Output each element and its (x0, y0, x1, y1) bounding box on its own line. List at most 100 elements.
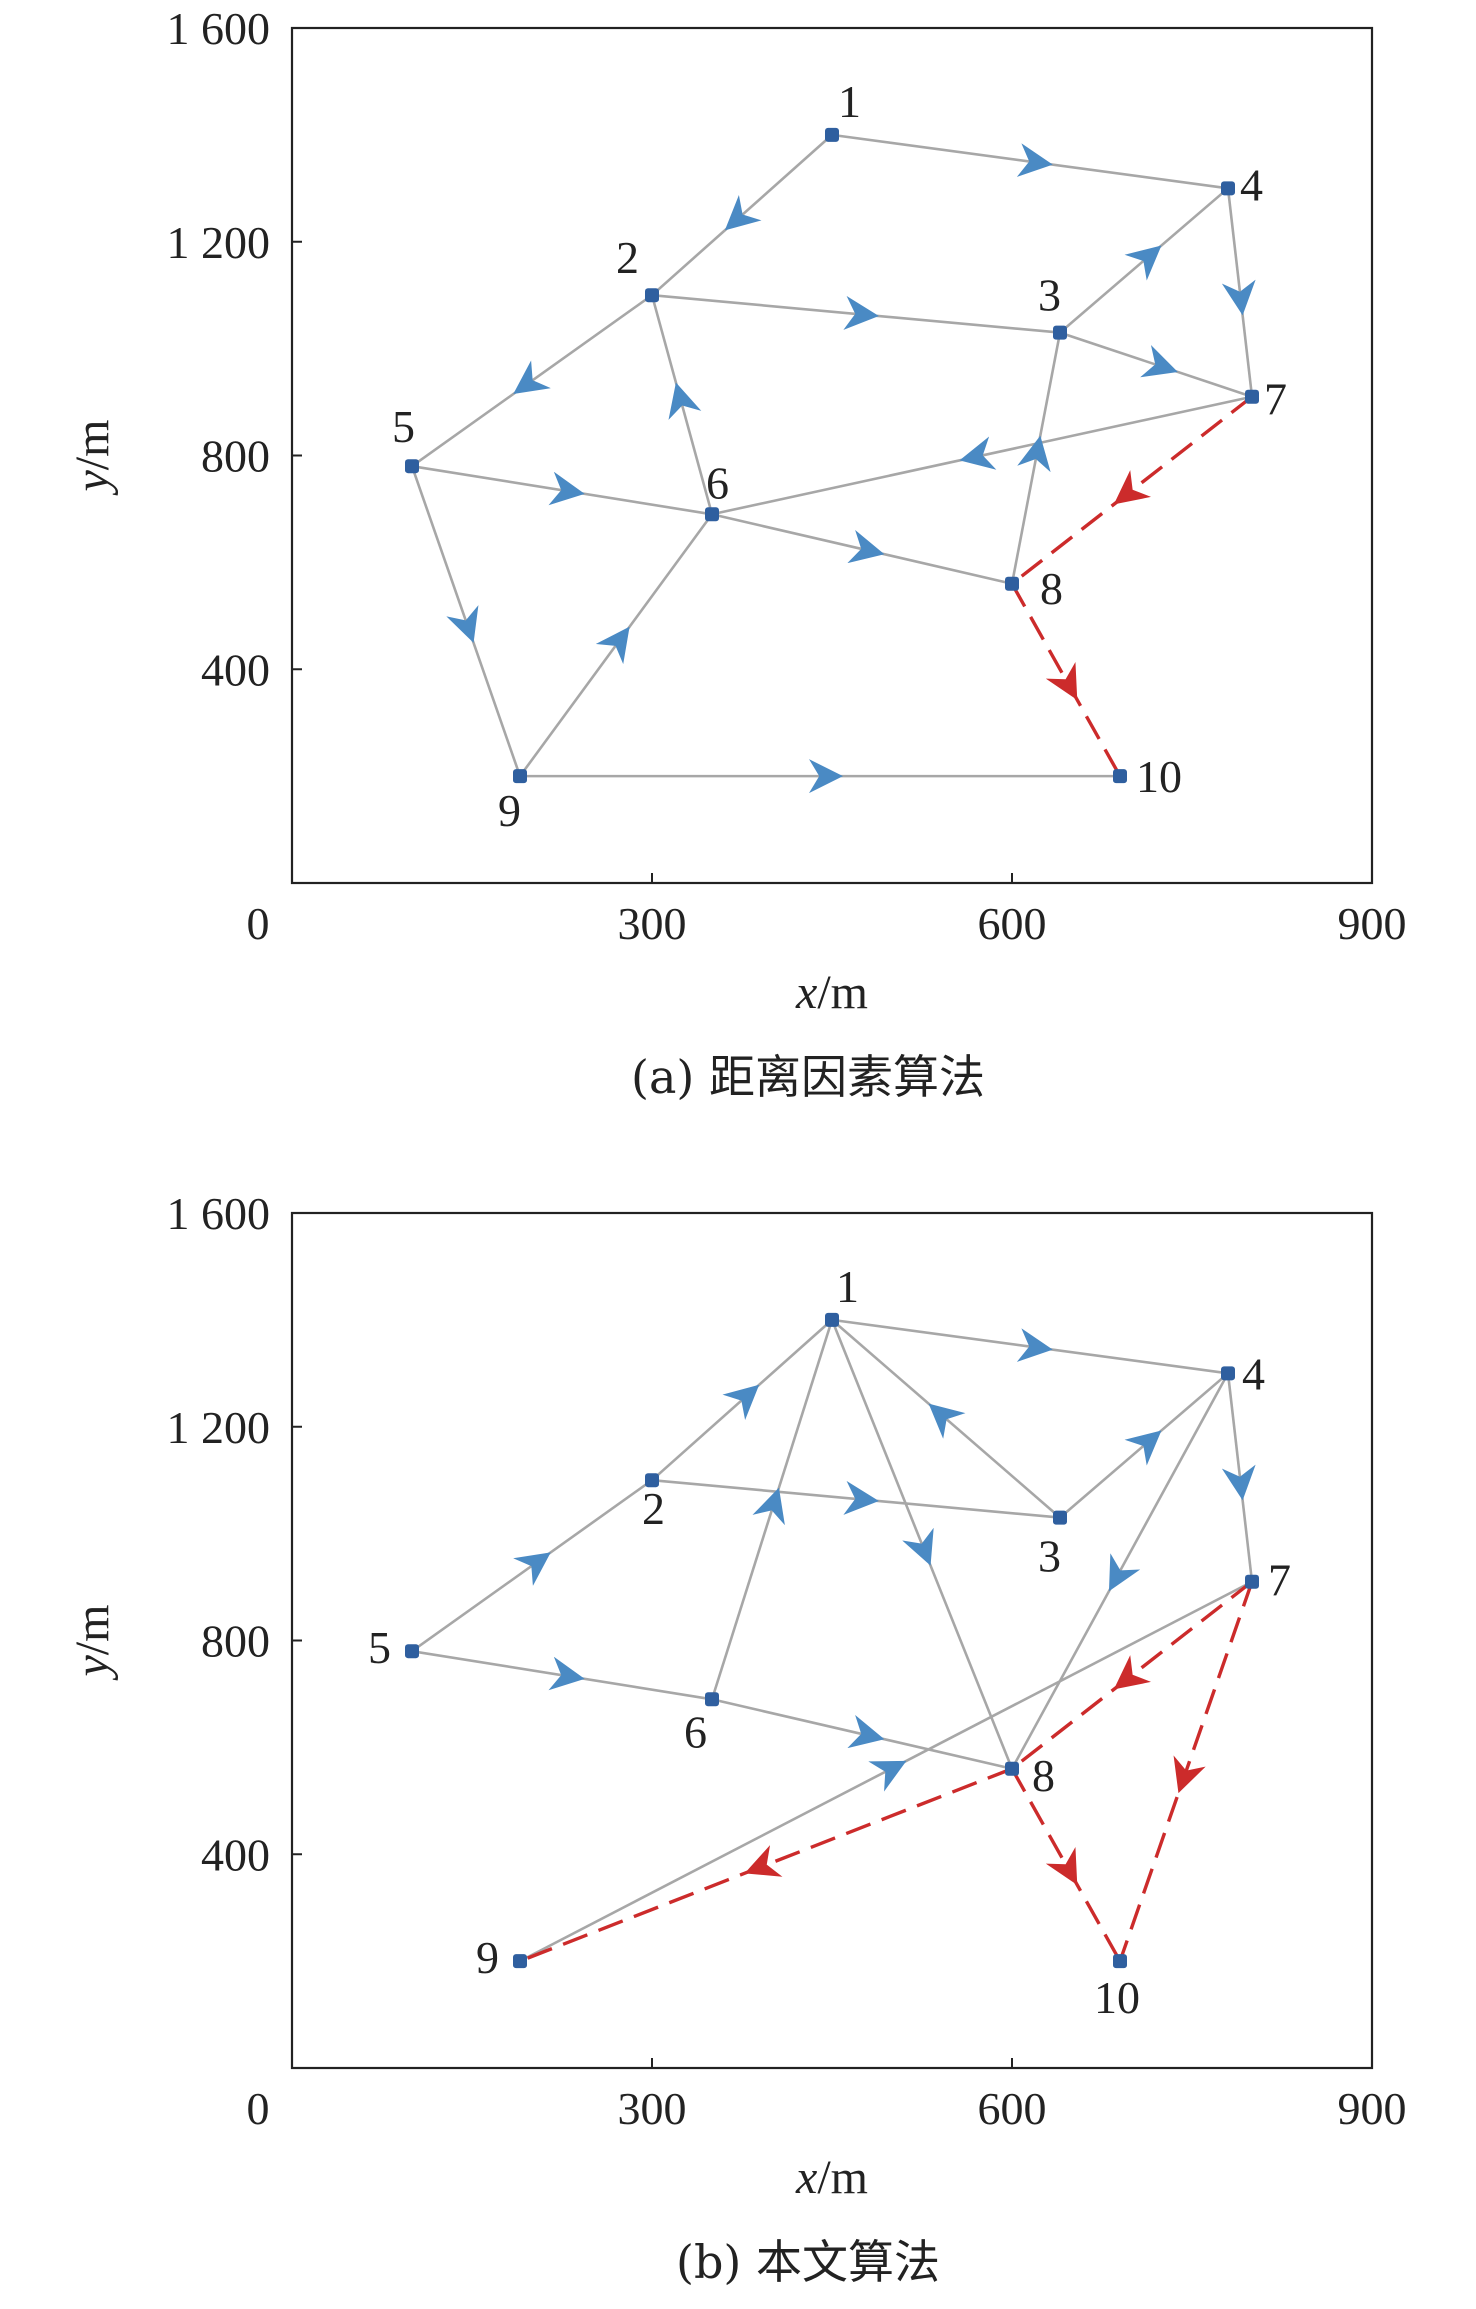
node-label-3: 3 (1038, 270, 1061, 321)
node-7 (1245, 1574, 1259, 1589)
edge-3-4 (1059, 1372, 1229, 1519)
node-8 (1005, 576, 1019, 591)
node-5 (405, 1644, 419, 1659)
node-label-9: 9 (498, 785, 521, 836)
node-label-8: 8 (1040, 563, 1063, 614)
edge-2-5 (411, 294, 653, 468)
y-tick-label: 800 (201, 431, 270, 482)
path-edge-7-8 (1010, 1580, 1254, 1771)
x-tick-label: 600 (978, 2083, 1047, 2134)
node-label-1: 1 (838, 76, 861, 127)
y-tick-label: 400 (201, 644, 270, 695)
edge-6-8 (711, 513, 1013, 586)
x-axis-unit: /m (817, 2151, 868, 2204)
edge-1-4 (831, 1318, 1229, 1375)
x-axis-label: x/m (795, 2151, 868, 2204)
x-tick-label: 0 (247, 898, 270, 949)
node-5 (405, 459, 419, 474)
node-label-8: 8 (1032, 1750, 1055, 1801)
edge-6-2 (650, 294, 714, 515)
edge-5-9 (410, 465, 522, 777)
y-axis-label: y/m (66, 1605, 119, 1682)
node-10 (1113, 1954, 1127, 1969)
y-axis-variable: y (66, 469, 119, 496)
x-tick-label: 300 (618, 2083, 687, 2134)
edge-2-1 (651, 1318, 833, 1482)
node-label-9: 9 (476, 1932, 499, 1983)
y-tick-label: 1 200 (167, 217, 271, 268)
edge-3-4 (1059, 187, 1229, 334)
y-tick-label: 1 600 (167, 3, 271, 54)
plot-frame (290, 26, 1374, 885)
node-label-4: 4 (1240, 159, 1263, 210)
x-axis-variable: x (795, 2151, 817, 2204)
y-tick-label: 1 200 (167, 1402, 271, 1453)
node-9 (513, 1954, 527, 1969)
node-8 (1005, 1761, 1019, 1776)
node-6 (705, 507, 719, 522)
node-2 (645, 288, 659, 303)
node-10 (1113, 769, 1127, 784)
edge-1-8 (830, 1319, 1014, 1770)
edge-3-7 (1059, 331, 1253, 398)
node-3 (1053, 325, 1067, 340)
edge-6-1 (710, 1319, 834, 1700)
node-label-6: 6 (684, 1706, 707, 1757)
x-tick-label: 300 (618, 898, 687, 949)
node-label-7: 7 (1264, 374, 1287, 425)
plot-frame (290, 1211, 1374, 2070)
y-axis-unit: /m (66, 420, 119, 471)
node-3 (1053, 1510, 1067, 1525)
edge-4-7 (1226, 1373, 1254, 1582)
edge-2-3 (651, 1478, 1061, 1519)
node-label-10: 10 (1136, 751, 1182, 802)
edge-1-2 (651, 133, 833, 297)
y-tick-label: 400 (201, 1829, 270, 1880)
x-tick-label: 0 (247, 2083, 270, 2134)
edge-2-3 (651, 293, 1061, 334)
edge-4-7 (1226, 188, 1254, 397)
edge-3-1 (831, 1318, 1061, 1519)
node-1 (825, 127, 839, 142)
path-edge-7-8 (1010, 395, 1254, 586)
node-label-7: 7 (1268, 1555, 1291, 1606)
node-label-4: 4 (1242, 1348, 1265, 1399)
edge-6-8 (711, 1698, 1013, 1771)
x-tick-label: 900 (1338, 2083, 1407, 2134)
node-label-1: 1 (836, 1261, 859, 1312)
edge-9-6 (518, 513, 714, 777)
node-9 (513, 769, 527, 784)
edge-5-2 (411, 1479, 653, 1653)
path-edge-8-10 (1010, 1767, 1122, 1962)
y-axis-unit: /m (66, 1605, 119, 1656)
panel-caption: (b) 本文算法 (676, 2235, 940, 2289)
edge-1-4 (831, 133, 1229, 190)
path-edge-8-10 (1010, 582, 1122, 777)
node-label-6: 6 (706, 457, 729, 508)
x-tick-label: 900 (1338, 898, 1407, 949)
node-label-5: 5 (392, 401, 415, 452)
node-6 (705, 1692, 719, 1707)
edge-5-6 (411, 464, 713, 516)
node-2 (645, 1473, 659, 1488)
node-label-2: 2 (642, 1483, 665, 1534)
x-axis-label: x/m (795, 966, 868, 1019)
y-tick-label: 800 (201, 1616, 270, 1667)
y-tick-label: 1 600 (167, 1188, 271, 1239)
node-7 (1245, 389, 1259, 404)
node-label-2: 2 (616, 232, 639, 283)
edge-7-6 (711, 395, 1253, 516)
node-1 (825, 1312, 839, 1327)
y-axis-variable: y (66, 1654, 119, 1681)
edge-9-7 (519, 1580, 1253, 1963)
node-label-10: 10 (1094, 1972, 1140, 2023)
node-4 (1221, 181, 1235, 196)
node-label-3: 3 (1038, 1531, 1061, 1582)
edge-8-3 (1010, 332, 1062, 584)
node-label-5: 5 (368, 1622, 391, 1673)
x-axis-variable: x (795, 966, 817, 1019)
y-axis-label: y/m (66, 420, 119, 497)
